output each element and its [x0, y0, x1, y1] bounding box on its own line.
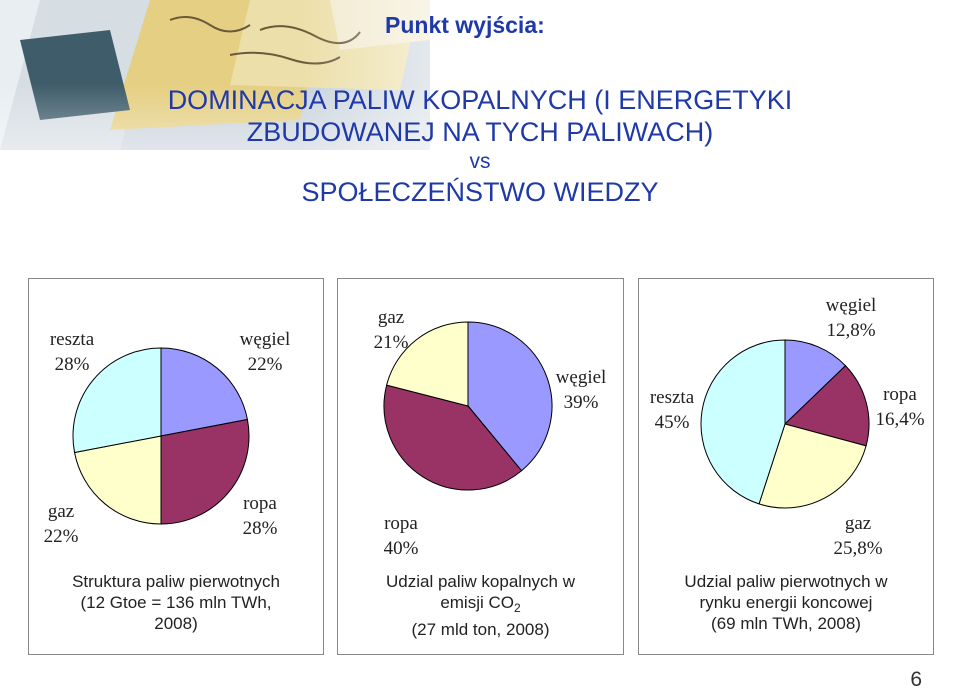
slice-label-wegiel: węgiel 39%	[555, 367, 607, 413]
pie-chart-final-energy	[700, 339, 870, 509]
slice-label-ropa: ropa 16,4%	[875, 384, 925, 430]
slice-label-gaz: gaz 22%	[43, 501, 79, 547]
pie-slice-wegiel	[160, 347, 249, 437]
title-line-1: DOMINACJA PALIW KOPALNYCH (I ENERGETYKI	[167, 85, 793, 115]
slice-label-reszta: reszta 28%	[49, 329, 95, 375]
chart-caption: Struktura paliw pierwotnych (12 Gtoe = 1…	[72, 572, 280, 633]
chart-caption: Udzial paliw kopalnych w emisji CO2 (27 …	[386, 572, 575, 639]
title-line-3: SPOŁECZEŃSTWO WIEDZY	[301, 177, 659, 207]
pie-slice-wegiel	[467, 321, 553, 472]
pie-slice-ropa	[784, 365, 870, 447]
chart-panel-primary-fuels: reszta 28% węgiel 22% gaz 22% ropa 28% S…	[28, 278, 324, 655]
chart-panel-final-energy: węgiel 12,8% ropa 16,4% reszta 45% gaz 2…	[638, 278, 934, 655]
slice-label-wegiel: węgiel 22%	[239, 329, 291, 375]
pie-slice-gaz	[386, 321, 469, 407]
pie-chart-primary-fuels	[72, 347, 250, 525]
pie-chart-co2-emissions	[383, 321, 553, 491]
header-fade-right	[300, 0, 960, 240]
slice-label-ropa: ropa 40%	[383, 513, 419, 559]
chart-caption: Udzial paliw pierwotnych w rynku energii…	[684, 572, 888, 633]
slice-label-wegiel: węgiel 12,8%	[825, 295, 877, 341]
title-line-2: ZBUDOWANEJ NA TYCH PALIWACH)	[246, 117, 714, 147]
slice-label-ropa: ropa 28%	[242, 493, 278, 539]
section-header: Punkt wyjścia:	[385, 12, 545, 38]
pie-slice-gaz	[758, 423, 867, 509]
chart-panel-co2-emissions: gaz 21% węgiel 39% ropa 40% Udzial paliw…	[337, 278, 624, 655]
slice-label-gaz: gaz 25,8%	[833, 513, 883, 559]
title-vs: vs	[469, 150, 491, 173]
pie-slice-ropa	[383, 384, 523, 491]
page-title: DOMINACJA PALIW KOPALNYCH (I ENERGETYKI …	[0, 84, 960, 208]
pie-slice-reszta	[72, 347, 162, 454]
slice-label-reszta: reszta 45%	[649, 387, 695, 433]
slice-label-gaz: gaz 21%	[373, 307, 409, 353]
pie-slice-reszta	[700, 339, 786, 505]
page-number: 6	[910, 668, 922, 691]
pie-slice-ropa	[160, 418, 250, 525]
pie-slice-wegiel	[784, 339, 847, 426]
pie-slice-gaz	[73, 435, 162, 525]
